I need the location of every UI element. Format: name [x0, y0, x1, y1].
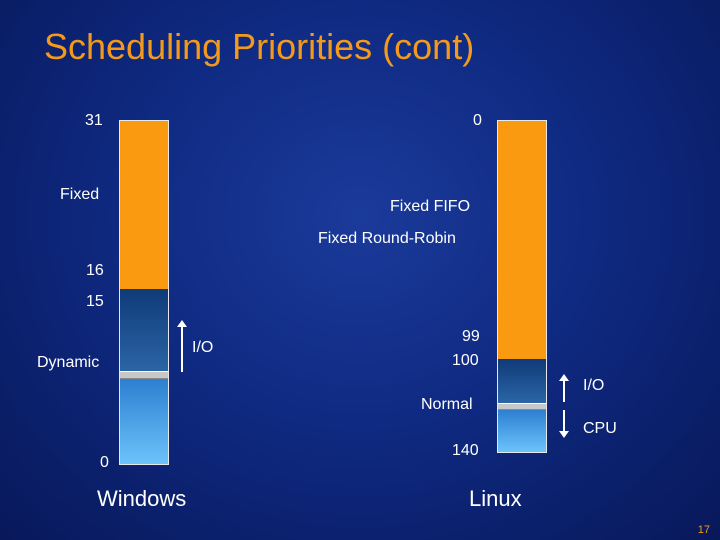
- down-arrow-icon: [557, 410, 571, 438]
- linux-normal-lower-segment: [498, 410, 546, 452]
- linux-label: Linux: [469, 486, 522, 511]
- linux-priority-0: 0: [473, 112, 482, 129]
- slide-title: Scheduling Priorities (cont): [44, 26, 475, 67]
- linux-fixed-fifo-label: Fixed FIFO: [390, 198, 471, 215]
- windows-label: Windows: [97, 486, 187, 511]
- linux-cpu-label: CPU: [583, 420, 617, 437]
- windows-priority-31: 31: [85, 112, 103, 129]
- windows-fixed-segment: [120, 121, 168, 289]
- windows-dynamic-separator: [120, 371, 168, 379]
- windows-priority-0: 0: [100, 454, 109, 471]
- windows-fixed-label: Fixed: [60, 186, 100, 203]
- linux-normal-label: Normal: [421, 396, 473, 413]
- windows-dynamic-lower-segment: [120, 379, 168, 464]
- linux-normal-separator: [498, 403, 546, 410]
- windows-io-label: I/O: [192, 339, 214, 356]
- windows-priority-16: 16: [86, 262, 104, 279]
- linux-fixed-segment: [498, 121, 546, 359]
- page-number: 17: [697, 524, 710, 536]
- up-arrow-icon: [557, 374, 571, 402]
- linux-priority-100: 100: [452, 352, 479, 369]
- linux-io-label: I/O: [583, 377, 605, 394]
- windows-priority-bar: [119, 120, 169, 465]
- up-arrow-icon: [175, 320, 189, 372]
- linux-priority-99: 99: [462, 328, 480, 345]
- linux-priority-140: 140: [452, 442, 479, 459]
- linux-normal-upper-segment: [498, 359, 546, 403]
- windows-dynamic-upper-segment: [120, 289, 168, 371]
- linux-fixed-rr-label: Fixed Round-Robin: [318, 230, 456, 247]
- linux-priority-bar: [497, 120, 547, 453]
- windows-priority-15: 15: [86, 293, 104, 310]
- windows-dynamic-label: Dynamic: [37, 354, 100, 371]
